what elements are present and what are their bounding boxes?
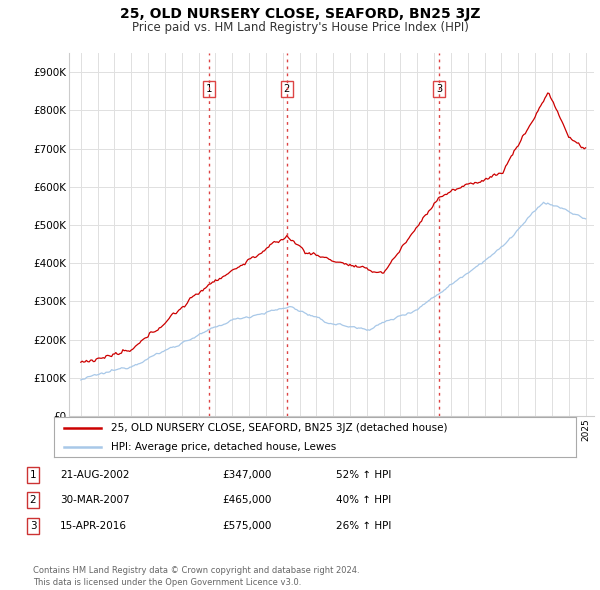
- Text: £465,000: £465,000: [222, 496, 271, 505]
- Text: 1: 1: [29, 470, 37, 480]
- Text: 25, OLD NURSERY CLOSE, SEAFORD, BN25 3JZ (detached house): 25, OLD NURSERY CLOSE, SEAFORD, BN25 3JZ…: [112, 424, 448, 434]
- Text: 3: 3: [436, 84, 442, 94]
- Text: 30-MAR-2007: 30-MAR-2007: [60, 496, 130, 505]
- Text: Contains HM Land Registry data © Crown copyright and database right 2024.
This d: Contains HM Land Registry data © Crown c…: [33, 566, 359, 587]
- Text: Price paid vs. HM Land Registry's House Price Index (HPI): Price paid vs. HM Land Registry's House …: [131, 21, 469, 34]
- Text: 1: 1: [206, 84, 212, 94]
- Text: 40% ↑ HPI: 40% ↑ HPI: [336, 496, 391, 505]
- Text: 2: 2: [284, 84, 290, 94]
- Text: 3: 3: [29, 521, 37, 530]
- Text: 21-AUG-2002: 21-AUG-2002: [60, 470, 130, 480]
- Text: £575,000: £575,000: [222, 521, 271, 530]
- Text: 15-APR-2016: 15-APR-2016: [60, 521, 127, 530]
- Text: 26% ↑ HPI: 26% ↑ HPI: [336, 521, 391, 530]
- Text: 2: 2: [29, 496, 37, 505]
- Text: 52% ↑ HPI: 52% ↑ HPI: [336, 470, 391, 480]
- Text: £347,000: £347,000: [222, 470, 271, 480]
- Text: HPI: Average price, detached house, Lewes: HPI: Average price, detached house, Lewe…: [112, 442, 337, 452]
- Text: 25, OLD NURSERY CLOSE, SEAFORD, BN25 3JZ: 25, OLD NURSERY CLOSE, SEAFORD, BN25 3JZ: [120, 7, 480, 21]
